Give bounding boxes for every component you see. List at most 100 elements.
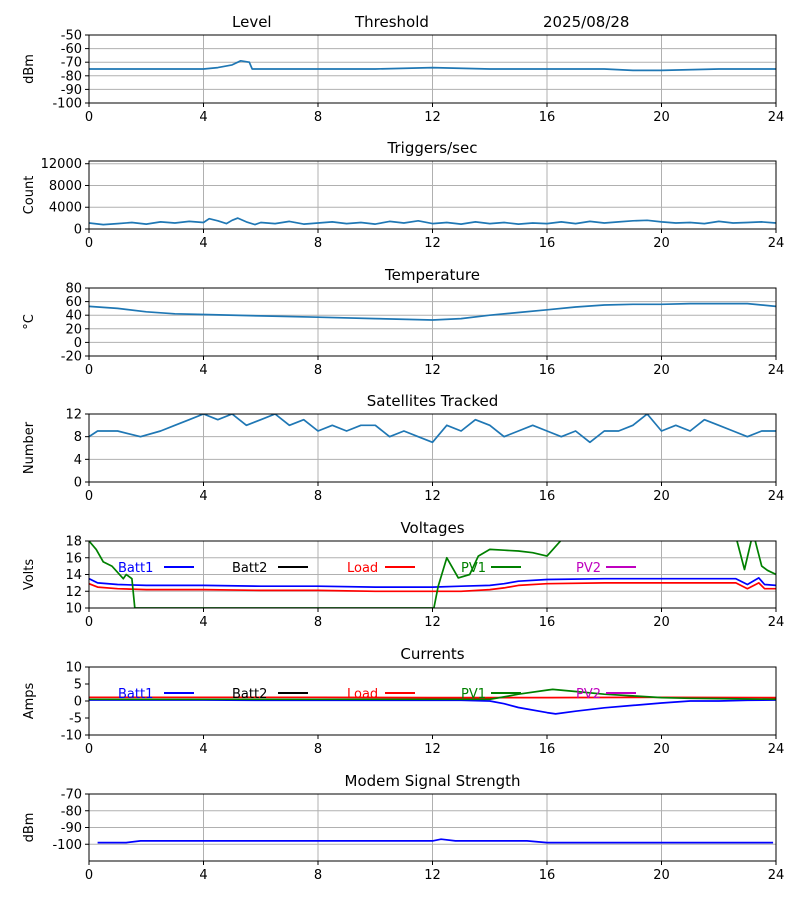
x-tick-label: 0 (85, 742, 93, 757)
series-line-data (97, 838, 774, 844)
y-tick-label: 12000 (41, 157, 82, 172)
x-tick-label: 24 (768, 489, 785, 504)
y-tick-label: -10 (61, 729, 82, 744)
series-line-data (89, 217, 776, 226)
x-tick-label: 0 (85, 110, 93, 125)
y-tick-label: 8 (74, 430, 82, 445)
legend-label: PV2 (576, 687, 601, 702)
x-tick-label: 8 (314, 615, 322, 630)
x-tick-label: 0 (85, 868, 93, 883)
chart-title: Satellites Tracked (367, 392, 498, 410)
legend-label: Batt2 (232, 687, 267, 702)
x-tick-label: 24 (768, 742, 785, 757)
x-tick-label: 0 (85, 236, 93, 251)
y-tick-label: 14 (65, 568, 82, 583)
y-axis-label: Amps (22, 682, 37, 719)
y-tick-label: 4000 (49, 201, 82, 216)
y-tick-label: 10 (65, 602, 82, 617)
y-tick-label: 16 (65, 551, 82, 566)
x-tick-label: 16 (539, 110, 556, 125)
header-threshold: Threshold (354, 13, 429, 31)
x-tick-label: 12 (424, 742, 441, 757)
chart-title: Modem Signal Strength (345, 772, 521, 790)
x-tick-label: 24 (768, 868, 785, 883)
header-date: 2025/08/28 (543, 13, 629, 31)
y-tick-label: -100 (52, 97, 82, 112)
x-tick-label: 8 (314, 868, 322, 883)
legend-label: PV1 (461, 561, 486, 576)
x-tick-label: 8 (314, 110, 322, 125)
y-tick-label: -80 (61, 69, 82, 84)
y-tick-label: 12 (65, 585, 82, 600)
legend-label: Batt1 (118, 687, 153, 702)
y-tick-label: 0 (74, 476, 82, 491)
y-tick-label: 0 (74, 223, 82, 238)
series-line-pv1 (89, 688, 776, 701)
y-tick-label: 60 (65, 295, 82, 310)
y-axis-label: Count (22, 176, 37, 215)
x-tick-label: 12 (424, 868, 441, 883)
y-tick-label: 80 (65, 282, 82, 297)
x-tick-label: 8 (314, 742, 322, 757)
legend-label: Batt2 (232, 561, 267, 576)
y-tick-label: 12 (65, 408, 82, 423)
y-tick-label: -80 (61, 804, 82, 819)
x-tick-label: 20 (653, 868, 670, 883)
y-tick-label: -20 (61, 350, 82, 365)
x-tick-label: 24 (768, 236, 785, 251)
legend-label: Batt1 (118, 561, 153, 576)
y-tick-label: 0 (74, 695, 82, 710)
y-axis-label: dBm (22, 54, 37, 84)
y-tick-label: -60 (61, 42, 82, 57)
series-line-data (89, 59, 776, 72)
y-tick-label: 10 (65, 661, 82, 676)
x-tick-label: 16 (539, 742, 556, 757)
x-tick-label: 8 (314, 363, 322, 378)
x-tick-label: 20 (653, 236, 670, 251)
y-tick-label: 8000 (49, 179, 82, 194)
x-tick-label: 12 (424, 110, 441, 125)
x-tick-label: 16 (539, 489, 556, 504)
y-tick-label: 4 (74, 453, 82, 468)
series-line-data (89, 302, 776, 321)
x-tick-label: 0 (85, 489, 93, 504)
x-tick-label: 4 (199, 363, 207, 378)
series-line-batt1 (89, 699, 776, 715)
x-tick-label: 16 (539, 868, 556, 883)
legend-label: Load (347, 687, 378, 702)
x-tick-label: 0 (85, 363, 93, 378)
x-tick-label: 4 (199, 868, 207, 883)
x-tick-label: 4 (199, 236, 207, 251)
x-tick-label: 20 (653, 110, 670, 125)
legend-label: PV2 (576, 561, 601, 576)
y-axis-label: dBm (22, 813, 37, 843)
x-tick-label: 24 (768, 110, 785, 125)
series-line-batt1 (89, 577, 776, 588)
y-tick-label: 20 (65, 322, 82, 337)
x-tick-label: 20 (653, 742, 670, 757)
series-line-pv1 (89, 541, 776, 608)
legend-label: PV1 (461, 687, 486, 702)
y-axis-label: Number (22, 421, 37, 474)
x-tick-label: 4 (199, 742, 207, 757)
chart-title: Voltages (400, 519, 464, 537)
legend-label: Load (347, 561, 378, 576)
x-tick-label: 12 (424, 236, 441, 251)
chart-title: Temperature (384, 266, 480, 284)
y-axis-label: °C (22, 314, 37, 330)
x-tick-label: 8 (314, 236, 322, 251)
y-tick-label: 0 (74, 336, 82, 351)
x-tick-label: 4 (199, 615, 207, 630)
x-tick-label: 16 (539, 363, 556, 378)
x-tick-label: 0 (85, 615, 93, 630)
x-tick-label: 16 (539, 615, 556, 630)
x-tick-label: 4 (199, 110, 207, 125)
y-tick-label: -90 (61, 821, 82, 836)
x-tick-label: 20 (653, 363, 670, 378)
y-tick-label: 40 (65, 309, 82, 324)
x-tick-label: 12 (424, 489, 441, 504)
chart-title: Triggers/sec (387, 139, 478, 157)
y-tick-label: 18 (65, 535, 82, 550)
x-tick-label: 20 (653, 489, 670, 504)
